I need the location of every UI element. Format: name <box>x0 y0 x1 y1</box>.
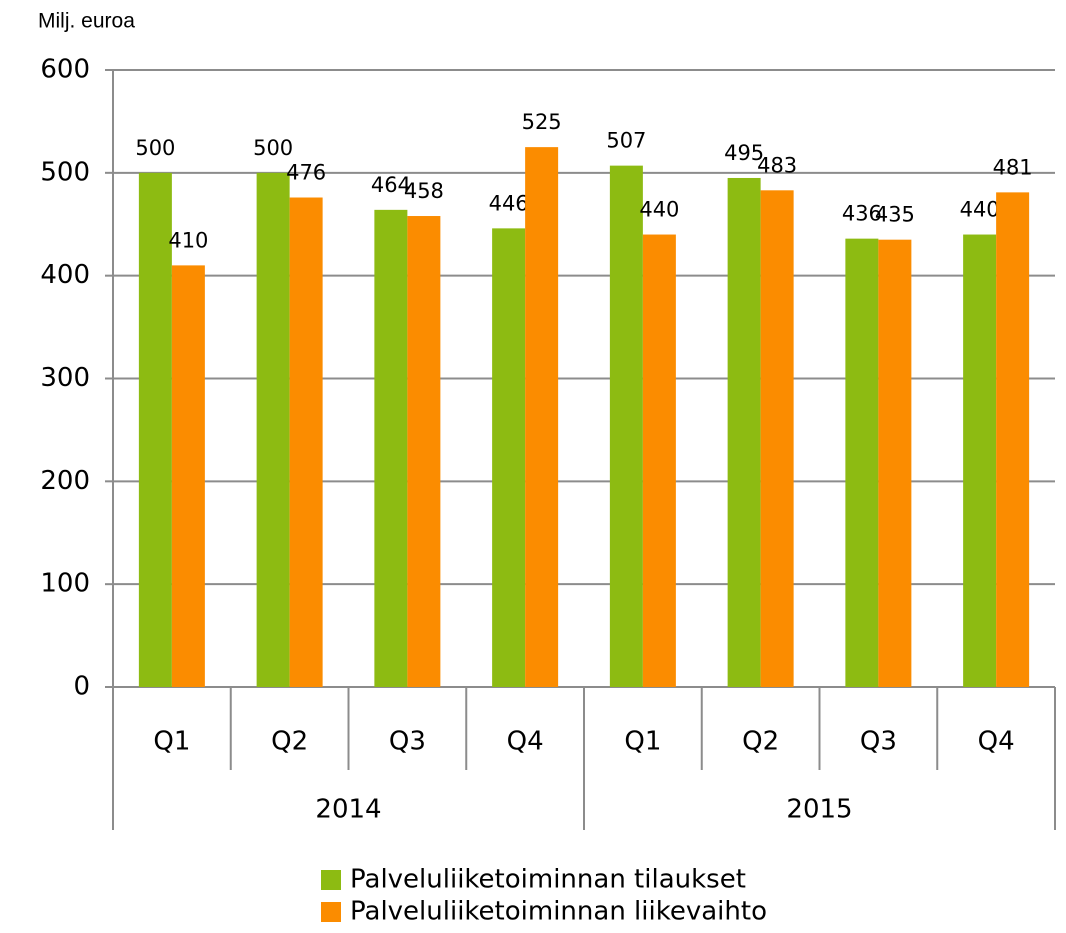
y-tick-label: 300 <box>40 363 90 393</box>
x-tick-label: Q3 <box>860 727 897 757</box>
data-label: 436 <box>842 202 882 226</box>
bar <box>407 216 441 688</box>
data-label: 495 <box>724 141 764 165</box>
data-label: 464 <box>371 173 411 197</box>
bar <box>878 239 912 688</box>
y-axis-label: Milj. euroa <box>38 10 135 33</box>
y-tick-label: 500 <box>40 157 90 187</box>
legend-swatch <box>321 902 341 922</box>
bar <box>642 234 676 688</box>
y-tick-label: 200 <box>40 466 90 496</box>
legend-swatch <box>321 870 341 890</box>
x-tick-label: Q3 <box>389 727 426 757</box>
bar <box>492 228 526 687</box>
bar <box>760 190 794 687</box>
group-label: 2014 <box>315 795 381 825</box>
group-label: 2015 <box>786 795 852 825</box>
x-tick-label: Q2 <box>271 727 308 757</box>
data-label: 440 <box>639 198 679 222</box>
bar <box>996 192 1030 687</box>
data-label: 500 <box>135 136 175 160</box>
data-label: 481 <box>993 155 1033 179</box>
x-tick-label: Q2 <box>742 727 779 757</box>
legend-label: Palveluliiketoiminnan tilaukset <box>350 865 746 895</box>
bar <box>289 197 323 687</box>
bar <box>845 238 879 687</box>
bar <box>171 265 205 687</box>
x-tick-label: Q1 <box>153 727 190 757</box>
bar <box>525 147 559 687</box>
bar <box>963 234 997 688</box>
data-label: 483 <box>757 153 797 177</box>
bar <box>138 172 172 688</box>
bar <box>609 165 643 687</box>
data-label: 446 <box>489 191 529 215</box>
bar <box>256 172 290 688</box>
data-label: 410 <box>168 228 208 252</box>
y-tick-label: 100 <box>40 569 90 599</box>
data-label: 440 <box>960 198 1000 222</box>
data-label: 500 <box>253 136 293 160</box>
x-tick-label: Q1 <box>624 727 661 757</box>
x-tick-label: Q4 <box>507 727 544 757</box>
bar <box>727 177 761 687</box>
data-label: 458 <box>404 179 444 203</box>
y-tick-label: 400 <box>40 260 90 290</box>
y-tick-label: 600 <box>40 55 90 85</box>
legend-label: Palveluliiketoiminnan liikevaihto <box>350 897 767 927</box>
data-label: 507 <box>606 129 646 153</box>
data-label: 525 <box>522 110 562 134</box>
y-tick-label: 0 <box>73 672 90 702</box>
bar <box>374 209 408 687</box>
data-label: 435 <box>875 203 915 227</box>
x-tick-label: Q4 <box>978 727 1015 757</box>
data-label: 476 <box>286 161 326 185</box>
